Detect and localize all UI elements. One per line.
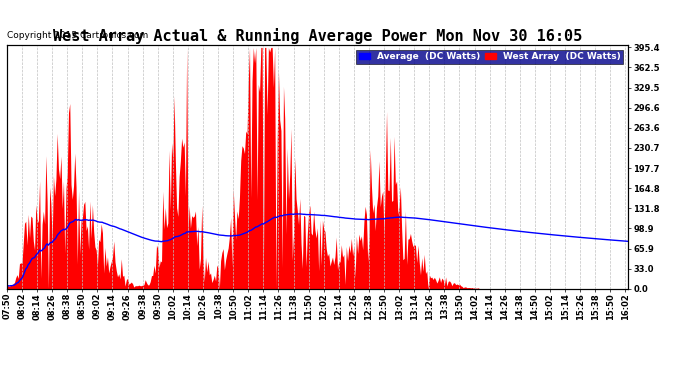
- Legend: Average  (DC Watts), West Array  (DC Watts): Average (DC Watts), West Array (DC Watts…: [356, 50, 623, 64]
- Title: West Array Actual & Running Average Power Mon Nov 30 16:05: West Array Actual & Running Average Powe…: [52, 28, 582, 44]
- Text: Copyright 2015 Cartronics.com: Copyright 2015 Cartronics.com: [7, 31, 148, 40]
